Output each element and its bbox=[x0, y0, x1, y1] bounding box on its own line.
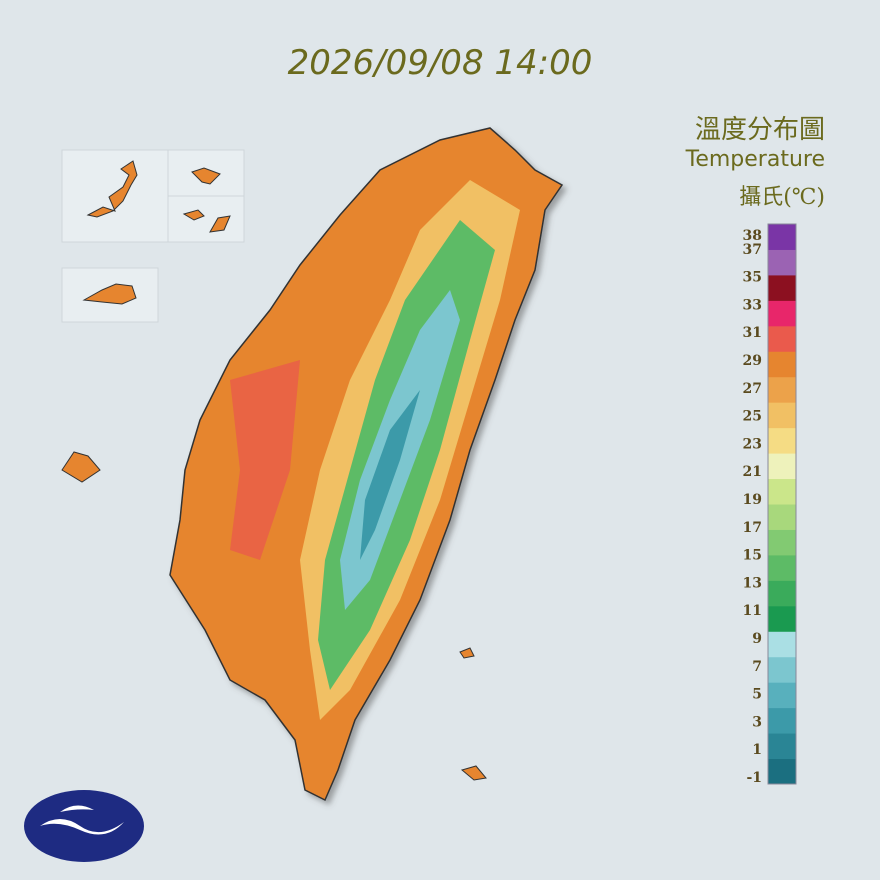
small-island bbox=[459, 647, 487, 781]
logo bbox=[24, 790, 144, 862]
legend-swatch bbox=[768, 529, 796, 556]
legend-label: 1 bbox=[752, 742, 762, 758]
legend-label: 31 bbox=[743, 325, 762, 341]
inset-island bbox=[182, 167, 231, 233]
legend-swatch bbox=[768, 274, 796, 301]
legend-swatch bbox=[768, 504, 796, 530]
legend-swatch bbox=[768, 325, 796, 352]
legend-label: 23 bbox=[743, 436, 762, 452]
legend-label: 33 bbox=[743, 297, 762, 313]
legend-label: 17 bbox=[743, 520, 762, 536]
legend-swatch bbox=[768, 376, 796, 403]
legend-swatch bbox=[768, 402, 796, 429]
legend-swatch bbox=[768, 605, 796, 632]
legend-label: 7 bbox=[752, 659, 762, 675]
legend-swatch bbox=[768, 580, 796, 607]
legend-unit: 攝氏(℃) bbox=[739, 185, 825, 210]
legend-swatch bbox=[768, 631, 796, 658]
legend-swatch bbox=[768, 427, 796, 454]
legend-label: 3 bbox=[752, 714, 762, 730]
legend-swatch bbox=[768, 554, 796, 581]
legend-swatch bbox=[768, 682, 796, 709]
hot-zone bbox=[230, 360, 300, 560]
legend-label: 11 bbox=[743, 603, 762, 619]
legend-swatch bbox=[768, 656, 796, 683]
legend-label: 9 bbox=[752, 631, 762, 647]
legend-title: 溫度分布圖 bbox=[695, 115, 825, 145]
logo-mark bbox=[40, 805, 124, 835]
legend-swatch bbox=[768, 733, 796, 760]
inset-island bbox=[86, 160, 138, 218]
legend-subtitle: Temperature bbox=[685, 147, 825, 172]
legend-label: 29 bbox=[743, 353, 762, 369]
inset-island bbox=[82, 283, 137, 305]
legend-label: 25 bbox=[743, 409, 762, 425]
legend-label: 13 bbox=[743, 575, 762, 591]
legend-label: -1 bbox=[746, 770, 762, 786]
legend-swatch bbox=[768, 453, 796, 480]
legend-swatch bbox=[768, 224, 796, 250]
legend-frame bbox=[767, 223, 797, 785]
legend-label: 21 bbox=[743, 464, 762, 480]
penghu bbox=[61, 451, 101, 483]
legend-label: 35 bbox=[743, 270, 762, 286]
legend-label: 15 bbox=[743, 548, 762, 564]
legend-swatch bbox=[768, 351, 796, 378]
legend-label: 37 bbox=[743, 242, 762, 258]
legend-label: 27 bbox=[743, 381, 762, 397]
legend-swatch bbox=[768, 478, 796, 505]
legend-swatch bbox=[768, 300, 796, 327]
legend-swatch bbox=[768, 249, 796, 276]
legend-swatch bbox=[768, 707, 796, 734]
legend-swatch bbox=[768, 758, 796, 785]
legend-label: 38 bbox=[743, 228, 762, 244]
legend-label: 19 bbox=[743, 492, 762, 508]
legend-label: 5 bbox=[752, 687, 762, 703]
peaks bbox=[360, 390, 420, 560]
datetime: 2026/09/08 14:00 bbox=[288, 43, 593, 83]
